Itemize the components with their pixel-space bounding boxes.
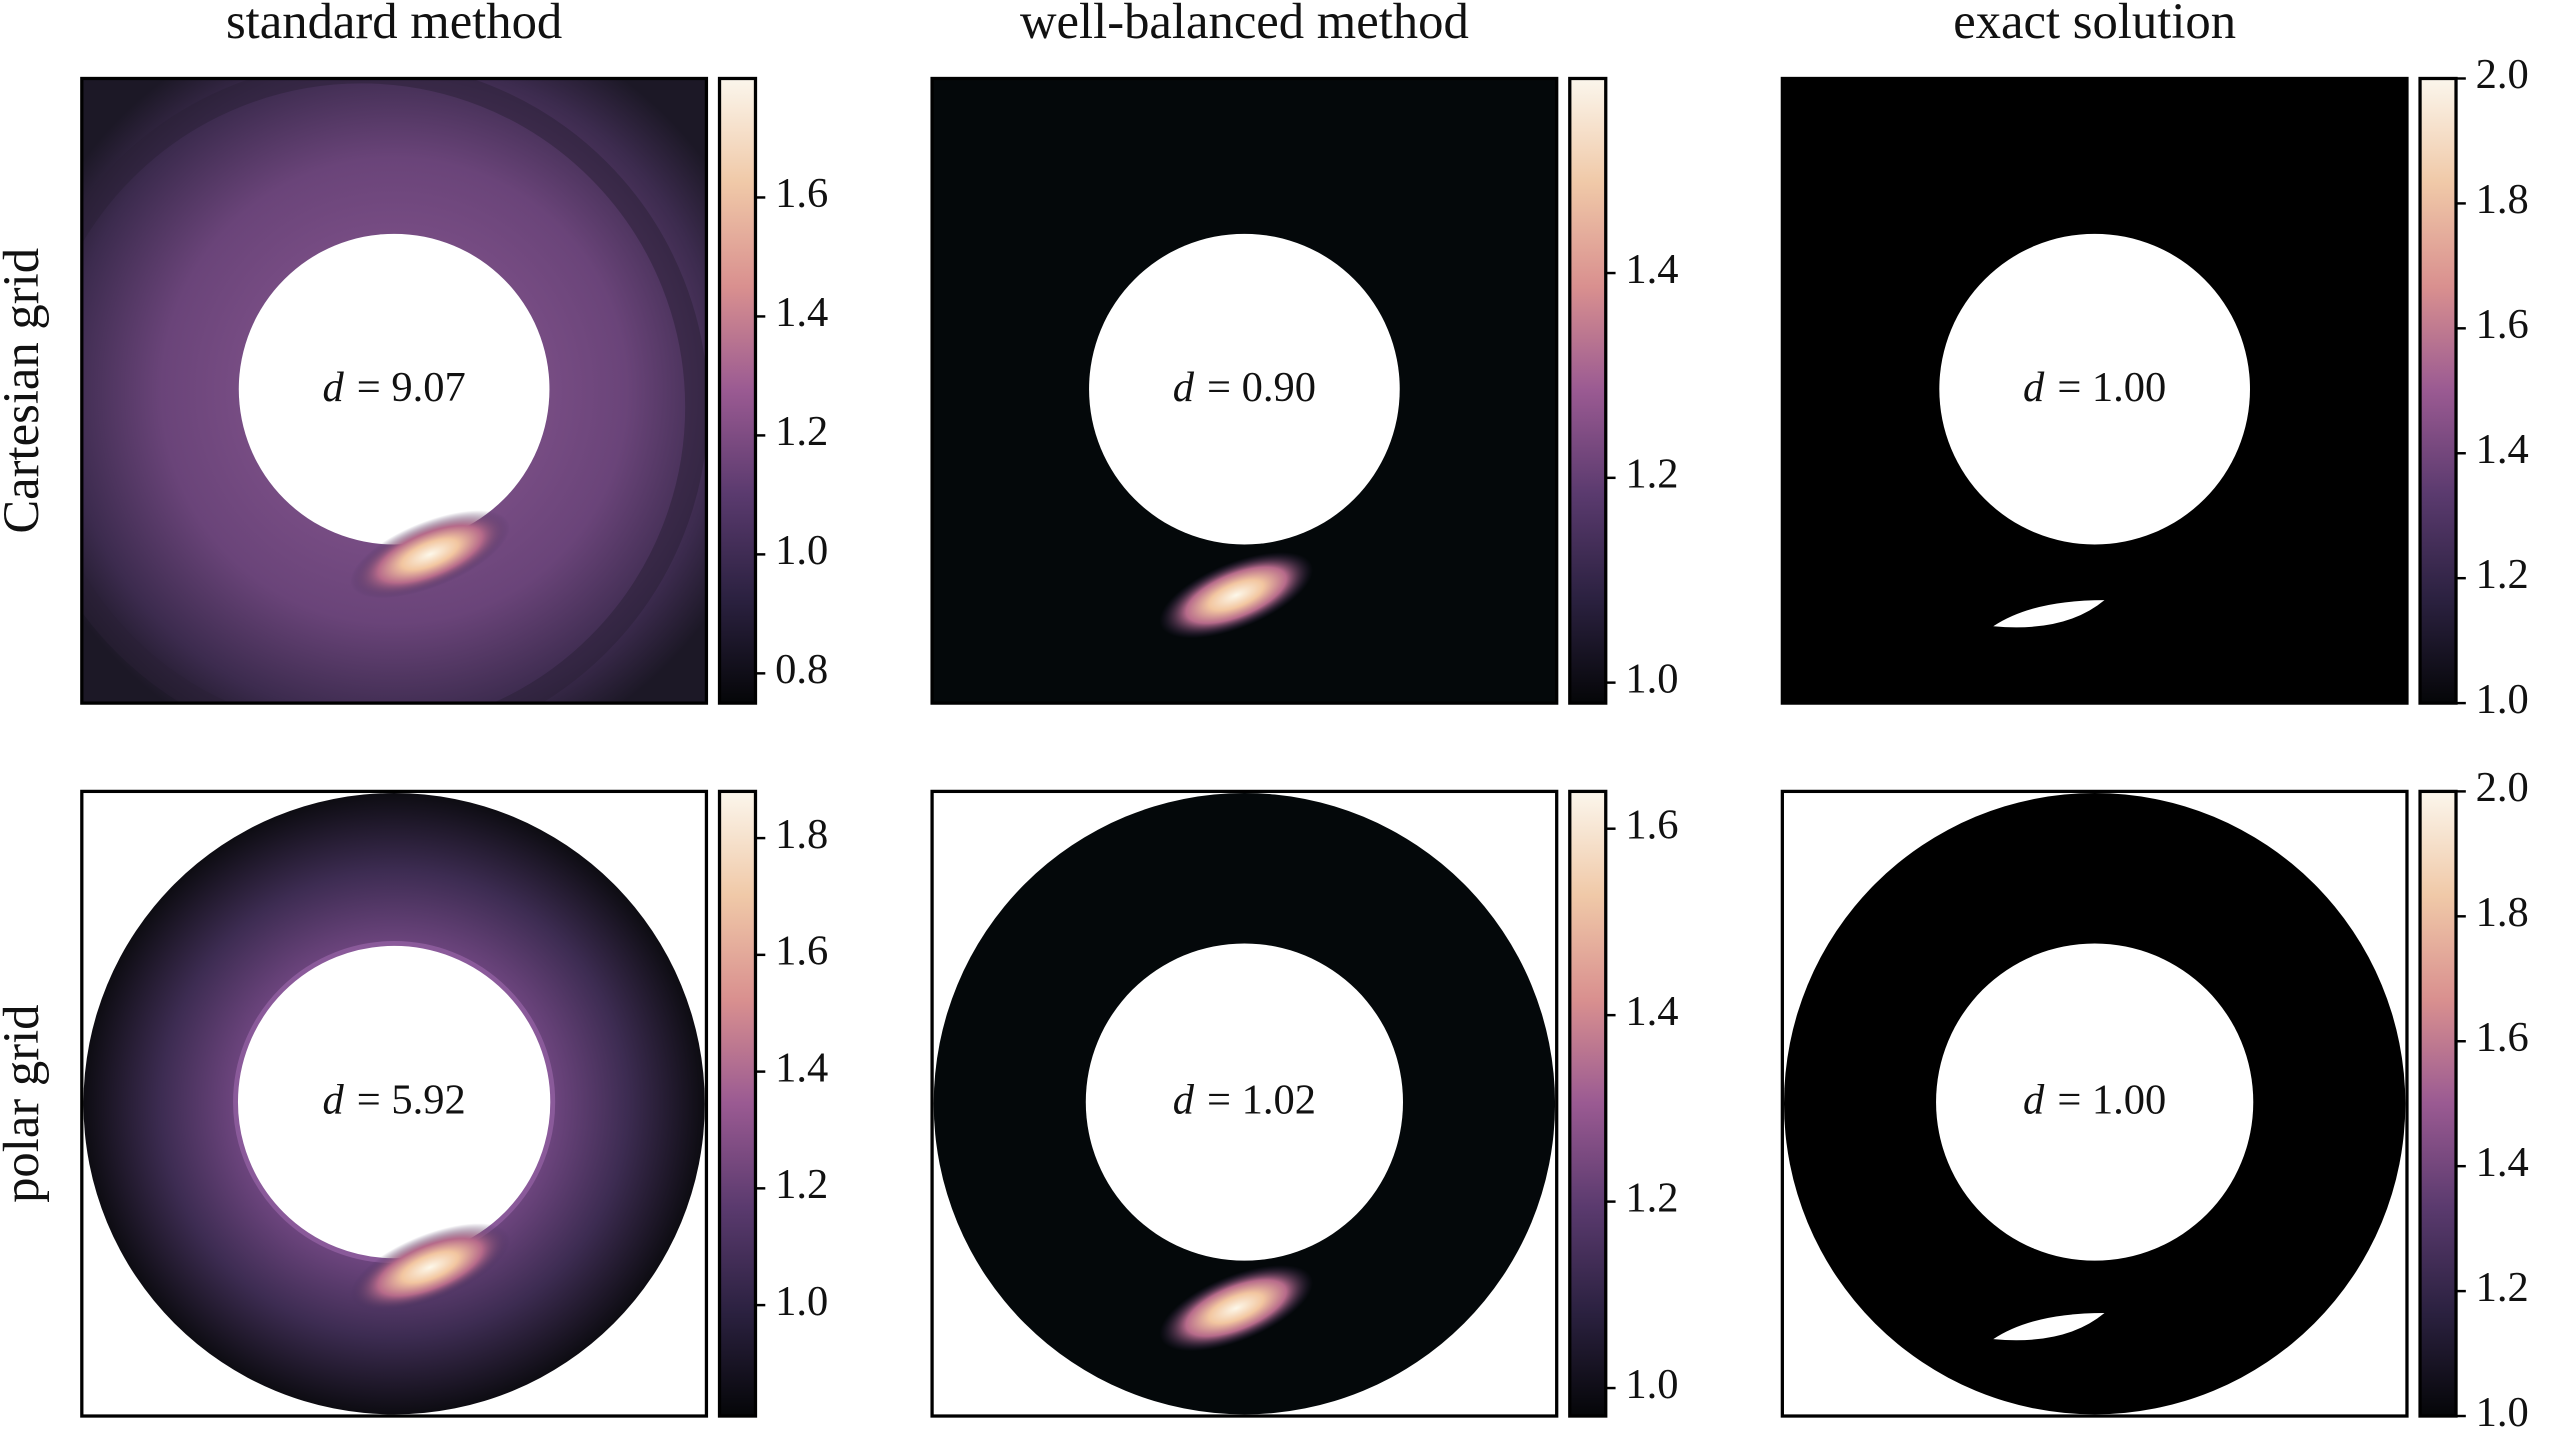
panel-frame [80,789,709,1418]
colorbar [2418,789,2458,1418]
heatmap [932,78,1557,704]
annotation-text: = 0.90 [1207,364,1316,411]
tick-label: 1.0 [2476,1389,2529,1436]
hole [238,233,550,545]
heatmap [1782,78,2407,704]
blob [1159,552,1314,639]
blob [1159,1265,1314,1352]
colorbar [717,76,758,705]
tick-label: 1.2 [2476,551,2529,598]
tick-label: 1.0 [775,1278,828,1325]
annotation-symbol: d [1173,364,1195,411]
tick-label: 1.0 [2476,676,2529,723]
panel-frame [80,76,709,705]
annotation: d = 1.02 [1173,1076,1316,1123]
tick-label: 1.8 [2476,889,2529,936]
tick-label: 1.6 [775,170,828,217]
tick-label: 1.2 [775,1161,828,1208]
blob [350,1223,510,1312]
annotation: d = 0.90 [1173,364,1316,411]
annotation-text: = 5.92 [357,1076,466,1123]
annotation-symbol: d [322,1076,344,1123]
annotation-symbol: d [1173,1076,1195,1123]
column-title: well-balanced method [1020,0,1469,49]
annotation-text: = 1.00 [2057,1076,2166,1123]
tick-label: 1.0 [1625,1361,1678,1408]
colorbar [2418,76,2458,705]
annotation: d = 1.00 [2023,364,2166,411]
tick-label: 1.4 [1625,988,1678,1035]
annotation-text: = 1.02 [1207,1076,1316,1123]
tick-label: 1.4 [775,289,828,336]
annotation: d = 1.00 [2023,1076,2166,1123]
annotation-symbol: d [2023,1076,2045,1123]
tick-label: 1.6 [2476,301,2529,348]
panel-frame [1780,76,2409,705]
colorbar [1568,789,1608,1418]
hole [1936,943,2254,1261]
field-wave [81,78,707,704]
tick-label: 1.6 [2476,1014,2529,1061]
annotation-symbol: d [322,364,344,411]
heatmap [81,78,707,704]
tick-label: 2.0 [2476,51,2529,98]
colorbar [717,789,758,1418]
tick-label: 1.2 [1625,1174,1678,1221]
blob [1993,1313,2105,1341]
column-title: standard method [226,0,562,49]
heatmap [1782,791,2407,1417]
tick-label: 1.0 [775,527,828,574]
annotation: d = 9.07 [322,364,465,411]
blob [350,510,510,599]
colorbar [1568,76,1608,705]
hole [1085,943,1403,1261]
row-label: Cartesian grid [0,248,49,534]
hole [1939,233,2250,545]
panel-frame [930,789,1559,1418]
annotation-text: = 1.00 [2057,364,2166,411]
tick-label: 1.8 [2476,176,2529,223]
tick-label: 1.8 [775,811,828,858]
tick-label: 1.6 [1625,801,1678,848]
column-title: exact solution [1953,0,2236,49]
heatmap [932,791,1557,1417]
hole [1089,233,1400,545]
tick-label: 1.4 [775,1044,828,1091]
tick-label: 1.2 [1625,451,1678,498]
blob [1993,600,2105,628]
panel-frame [930,76,1559,705]
tick-label: 2.0 [2476,764,2529,811]
tick-label: 1.2 [775,408,828,455]
tick-label: 1.4 [2476,1139,2529,1186]
tick-label: 1.0 [1625,655,1678,702]
tick-label: 0.8 [775,646,828,693]
row-label: polar grid [0,1005,49,1203]
tick-label: 1.4 [1625,246,1678,293]
tick-label: 1.2 [2476,1264,2529,1311]
panel-frame [1780,789,2409,1418]
heatmap [81,791,707,1417]
tick-label: 1.4 [2476,426,2529,473]
annotation: d = 5.92 [322,1076,465,1123]
annotation-text: = 9.07 [357,364,466,411]
annotation-symbol: d [2023,364,2045,411]
tick-label: 1.6 [775,928,828,975]
